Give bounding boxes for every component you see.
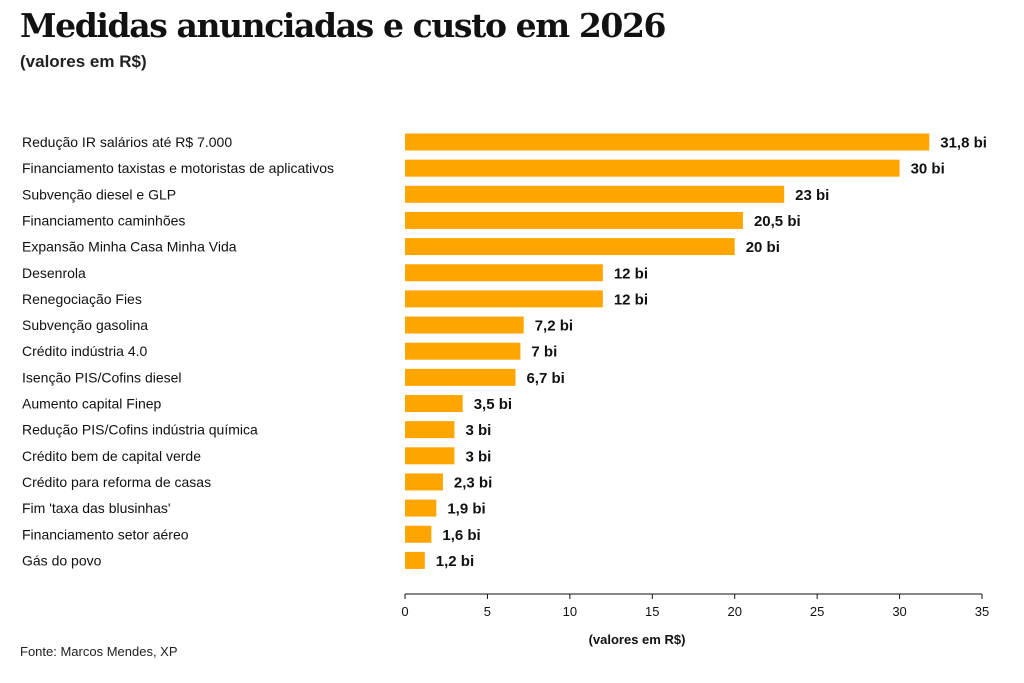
category-label: Expansão Minha Casa Minha Vida <box>22 239 237 255</box>
bar <box>405 368 516 386</box>
data-label: 1,6 bi <box>442 527 480 544</box>
x-tick-label: 30 <box>892 604 906 619</box>
bar <box>405 342 521 360</box>
category-label: Renegociação Fies <box>22 291 142 307</box>
bar <box>405 290 603 308</box>
data-label: 3,5 bi <box>474 396 512 413</box>
category-label: Subvenção diesel e GLP <box>22 186 176 202</box>
data-label: 31,8 bi <box>940 135 987 152</box>
category-label: Financiamento taxistas e motoristas de a… <box>22 160 334 176</box>
x-tick-label: 10 <box>563 604 577 619</box>
x-axis: 0 5 10 15 20 25 30 35 <box>401 593 989 619</box>
data-label: 3 bi <box>465 422 491 439</box>
x-tick-label: 5 <box>484 604 491 619</box>
category-label: Financiamento caminhões <box>22 212 185 228</box>
category-label: Crédito bem de capital verde <box>22 448 201 464</box>
bars-group: Redução IR salários até R$ 7.000 31,8 bi F… <box>22 133 987 570</box>
category-label: Subvenção gasolina <box>22 317 148 333</box>
bar <box>405 525 432 543</box>
source-note: Fonte: Marcos Mendes, XP <box>20 644 178 659</box>
bar <box>405 473 443 491</box>
x-tick-label: 0 <box>401 604 408 619</box>
data-label: 20 bi <box>746 239 780 256</box>
data-label: 23 bi <box>795 187 829 204</box>
category-label: Financiamento setor aéreo <box>22 526 189 542</box>
data-label: 7,2 bi <box>535 318 573 335</box>
chart-title: Medidas anunciadas e custo em 2026 <box>20 6 667 45</box>
data-label: 1,9 bi <box>447 501 485 518</box>
bar <box>405 551 425 569</box>
category-label: Crédito para reforma de casas <box>22 474 211 490</box>
x-tick-label: 35 <box>975 604 989 619</box>
data-label: 30 bi <box>911 161 945 178</box>
category-label: Redução IR salários até R$ 7.000 <box>22 134 232 150</box>
x-axis-label: (valores em R$) <box>589 632 686 647</box>
bar <box>405 264 603 282</box>
chart-subtitle: (valores em R$) <box>20 52 147 71</box>
data-label: 6,7 bi <box>526 370 564 387</box>
data-label: 7 bi <box>531 344 557 361</box>
data-label: 3 bi <box>465 448 491 465</box>
category-label: Crédito indústria 4.0 <box>22 343 148 359</box>
bar <box>405 316 524 334</box>
category-label: Isenção PIS/Cofins diesel <box>22 369 182 385</box>
category-label: Desenrola <box>22 265 86 281</box>
category-label: Aumento capital Finep <box>22 396 162 412</box>
bar <box>405 133 930 151</box>
bar <box>405 421 455 439</box>
bar <box>405 395 463 412</box>
category-label: Redução PIS/Cofins indústria química <box>22 422 258 438</box>
bar <box>405 211 743 229</box>
x-tick-label: 15 <box>645 604 659 619</box>
bar <box>405 238 735 256</box>
x-tick-label: 20 <box>727 604 741 619</box>
bar <box>405 185 785 203</box>
data-label: 20,5 bi <box>754 213 801 230</box>
bar <box>405 499 437 517</box>
data-label: 2,3 bi <box>454 474 492 491</box>
x-tick-label: 25 <box>810 604 824 619</box>
category-label: Gás do povo <box>22 552 102 568</box>
data-label: 1,2 bi <box>436 553 474 570</box>
bar <box>405 447 455 465</box>
bar <box>405 159 900 177</box>
category-label: Fim 'taxa das blusinhas' <box>22 500 171 516</box>
data-label: 12 bi <box>614 265 648 282</box>
data-label: 12 bi <box>614 291 648 308</box>
